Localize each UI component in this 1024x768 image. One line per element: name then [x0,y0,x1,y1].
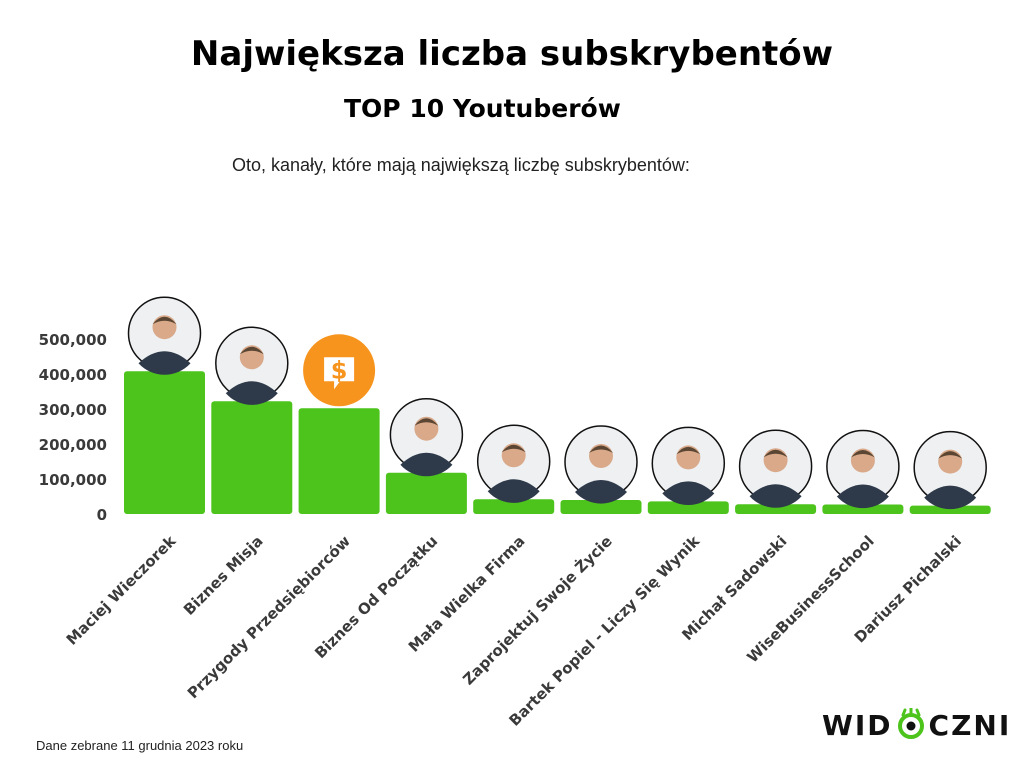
dollar-logo-icon: $ [303,334,376,407]
avatar [215,326,289,405]
avatar [476,424,551,503]
data-source-note: Dane zebrane 11 grudnia 2023 roku [36,738,244,753]
logo-text-left: WID [822,708,893,742]
bar [735,504,817,514]
x-tick-label: Biznes Misja [180,532,267,619]
bar [647,501,729,514]
bar [909,505,991,514]
bar [560,500,642,514]
chart-title: Największa liczba subskrybentów [190,34,834,74]
avatar [127,296,202,375]
chart-subtitle: TOP 10 Youtuberów [344,94,621,123]
y-tick-label: 100,000 [39,471,107,489]
avatars: $ [127,296,987,510]
logo-text-right: CZNI [928,708,1012,742]
y-axis: 0 100,000 200,000 300,000 400,000 500,000 [39,331,107,524]
eye-logo-icon [897,708,924,739]
avatar [913,430,987,510]
bar [298,408,380,514]
avatar [651,426,726,505]
bar [822,504,904,514]
avatar [389,397,464,477]
x-tick-label: Zaprojektuj Swoje Życie [459,531,616,688]
avatar [564,425,638,504]
y-tick-label: 300,000 [39,401,107,419]
y-tick-label: 400,000 [39,366,107,384]
x-tick-label: Bartek Popiel - Liczy Się Wynik [506,531,704,729]
bar [473,499,555,514]
bar [124,371,205,514]
avatar [738,429,813,508]
widoczni-logo[interactable]: WID CZNI [822,705,1011,745]
avatar [826,429,900,509]
y-tick-label: 500,000 [39,331,107,349]
x-tick-label: Maciej Wieczorek [63,531,180,648]
y-tick-label: 0 [97,506,107,524]
y-tick-label: 200,000 [39,436,107,454]
intro-text: Oto, kanały, które mają największą liczb… [232,155,690,175]
x-tick-label: Przygody Przedsiębiorców [184,532,354,702]
bar [211,401,293,514]
bars [124,371,991,514]
svg-text:$: $ [331,356,348,384]
bar [385,472,467,514]
